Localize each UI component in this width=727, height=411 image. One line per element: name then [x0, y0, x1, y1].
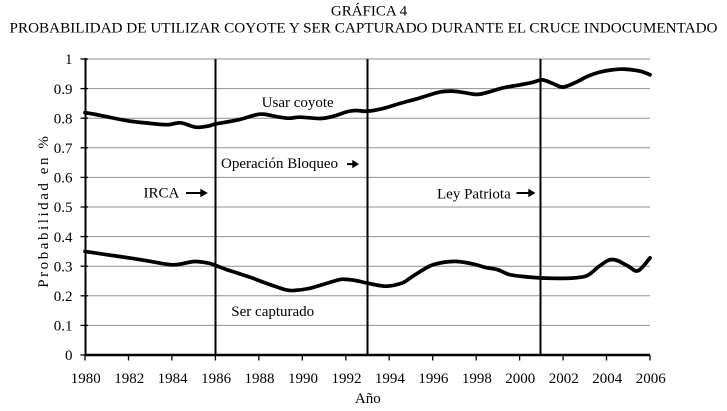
svg-text:1982: 1982	[114, 371, 144, 387]
svg-text:0.8: 0.8	[54, 111, 73, 127]
svg-text:2004: 2004	[592, 371, 623, 387]
svg-text:0.4: 0.4	[54, 230, 73, 246]
svg-text:1992: 1992	[332, 371, 362, 387]
svg-text:1990: 1990	[288, 371, 318, 387]
svg-text:0.7: 0.7	[54, 141, 73, 157]
svg-text:0.5: 0.5	[54, 200, 73, 216]
svg-text:PROBABILIDAD DE UTILIZAR COYOT: PROBABILIDAD DE UTILIZAR COYOTE Y SER CA…	[10, 21, 718, 37]
svg-text:Probabilidad en %: Probabilidad en %	[36, 134, 52, 288]
svg-text:1994: 1994	[375, 371, 406, 387]
svg-text:2002: 2002	[549, 371, 579, 387]
svg-text:0.2: 0.2	[54, 289, 73, 305]
svg-text:0.1: 0.1	[54, 319, 73, 335]
svg-text:2006: 2006	[636, 371, 667, 387]
svg-text:0.6: 0.6	[54, 171, 73, 187]
svg-text:2000: 2000	[505, 371, 535, 387]
svg-text:GRÁFICA 4: GRÁFICA 4	[331, 2, 408, 19]
svg-text:1984: 1984	[158, 371, 189, 387]
svg-text:1: 1	[65, 52, 73, 68]
svg-text:Año: Año	[355, 391, 381, 407]
svg-text:IRCA: IRCA	[144, 186, 180, 202]
svg-text:0.9: 0.9	[54, 82, 73, 98]
svg-text:0.3: 0.3	[54, 259, 73, 275]
svg-text:1996: 1996	[418, 371, 449, 387]
svg-text:1998: 1998	[462, 371, 492, 387]
svg-text:1988: 1988	[245, 371, 275, 387]
svg-text:Usar coyote: Usar coyote	[262, 95, 334, 111]
svg-text:Ley Patriota: Ley Patriota	[437, 187, 511, 203]
svg-text:1986: 1986	[201, 371, 232, 387]
svg-text:1980: 1980	[71, 371, 101, 387]
svg-text:0: 0	[65, 348, 73, 364]
svg-text:Ser capturado: Ser capturado	[231, 304, 314, 320]
svg-text:Operación Bloqueo: Operación Bloqueo	[221, 156, 338, 172]
